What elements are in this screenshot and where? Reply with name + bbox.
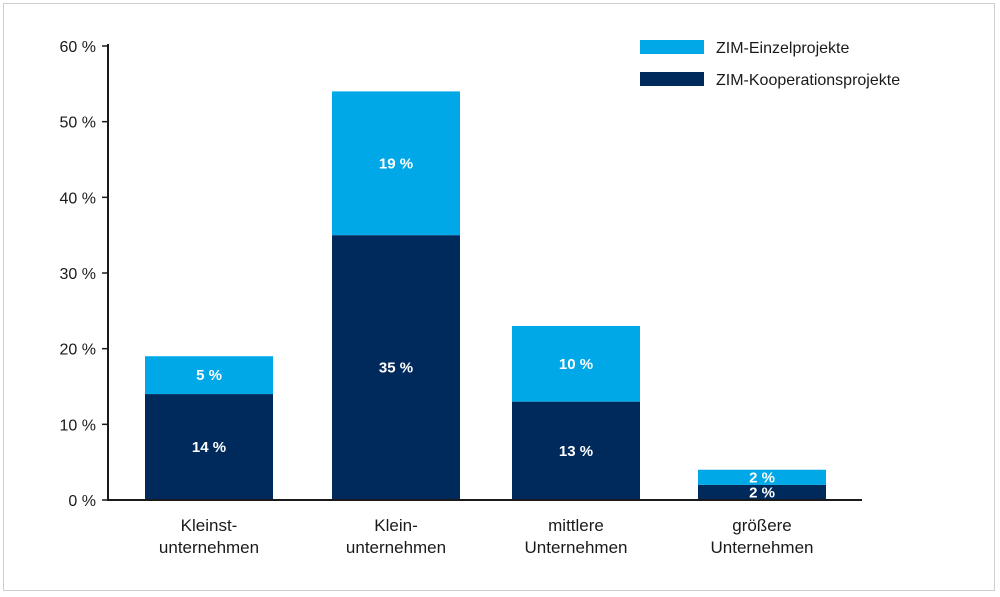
legend-label-1: ZIM-Kooperationsprojekte bbox=[716, 72, 900, 89]
bar-labels-group: 14 % 5 % 35 % 19 % 13 % 10 % 2 %2 % bbox=[192, 155, 775, 501]
bar-segment-kooperation-1 bbox=[332, 235, 460, 500]
x-labels-group: Kleinst-unternehmen Klein-unternehmen mitt… bbox=[159, 516, 814, 557]
y-ticks-group: 0 % 10 % 20 % 30 % 40 % 50 % 60 % bbox=[60, 39, 108, 510]
bar-segment-kooperation-0 bbox=[145, 394, 273, 500]
y-tick-label: 50 % bbox=[60, 115, 96, 132]
bar-segment-einzel-1 bbox=[332, 91, 460, 236]
bar-segment-kooperation-3 bbox=[698, 484, 826, 500]
x-category-label-2: mittlere Unternehmen bbox=[524, 516, 627, 557]
data-label-einzel-1: 19 % bbox=[379, 155, 413, 172]
y-tick-label: 30 % bbox=[60, 266, 96, 283]
x-category-label-0: Kleinst-unternehmen bbox=[159, 516, 259, 557]
data-label-kooperation-0: 14 % bbox=[192, 439, 226, 456]
x-category-label-1: Klein-unternehmen bbox=[346, 516, 446, 557]
y-tick-label: 20 % bbox=[60, 342, 96, 359]
x-category-label-3: größere Unternehmen bbox=[710, 516, 813, 557]
bar-segment-einzel-3 bbox=[698, 469, 826, 485]
data-label-einzel-2: 10 % bbox=[559, 356, 593, 373]
data-label-kooperation-2: 13 % bbox=[559, 443, 593, 460]
bar-segment-einzel-0 bbox=[145, 356, 273, 395]
data-label-kooperation-1: 35 % bbox=[379, 360, 413, 377]
data-label-kooperation-3: 2 % bbox=[749, 484, 775, 501]
y-tick-label: 60 % bbox=[60, 39, 96, 56]
bar-segment-einzel-2 bbox=[512, 325, 640, 402]
y-tick-label: 0 % bbox=[68, 493, 96, 510]
legend-swatch-1 bbox=[640, 72, 704, 86]
legend-swatch-0 bbox=[640, 40, 704, 54]
legend-label-0: ZIM-Einzelprojekte bbox=[716, 40, 849, 57]
bar-segment-kooperation-2 bbox=[512, 401, 640, 500]
data-label-einzel-3: 2 % bbox=[749, 469, 775, 486]
y-tick-label: 10 % bbox=[60, 417, 96, 434]
legend: ZIM-Einzelprojekte ZIM-Kooperationsprojek… bbox=[640, 40, 900, 89]
y-tick-label: 40 % bbox=[60, 190, 96, 207]
data-label-einzel-0: 5 % bbox=[196, 367, 222, 384]
bars-group bbox=[145, 91, 826, 500]
